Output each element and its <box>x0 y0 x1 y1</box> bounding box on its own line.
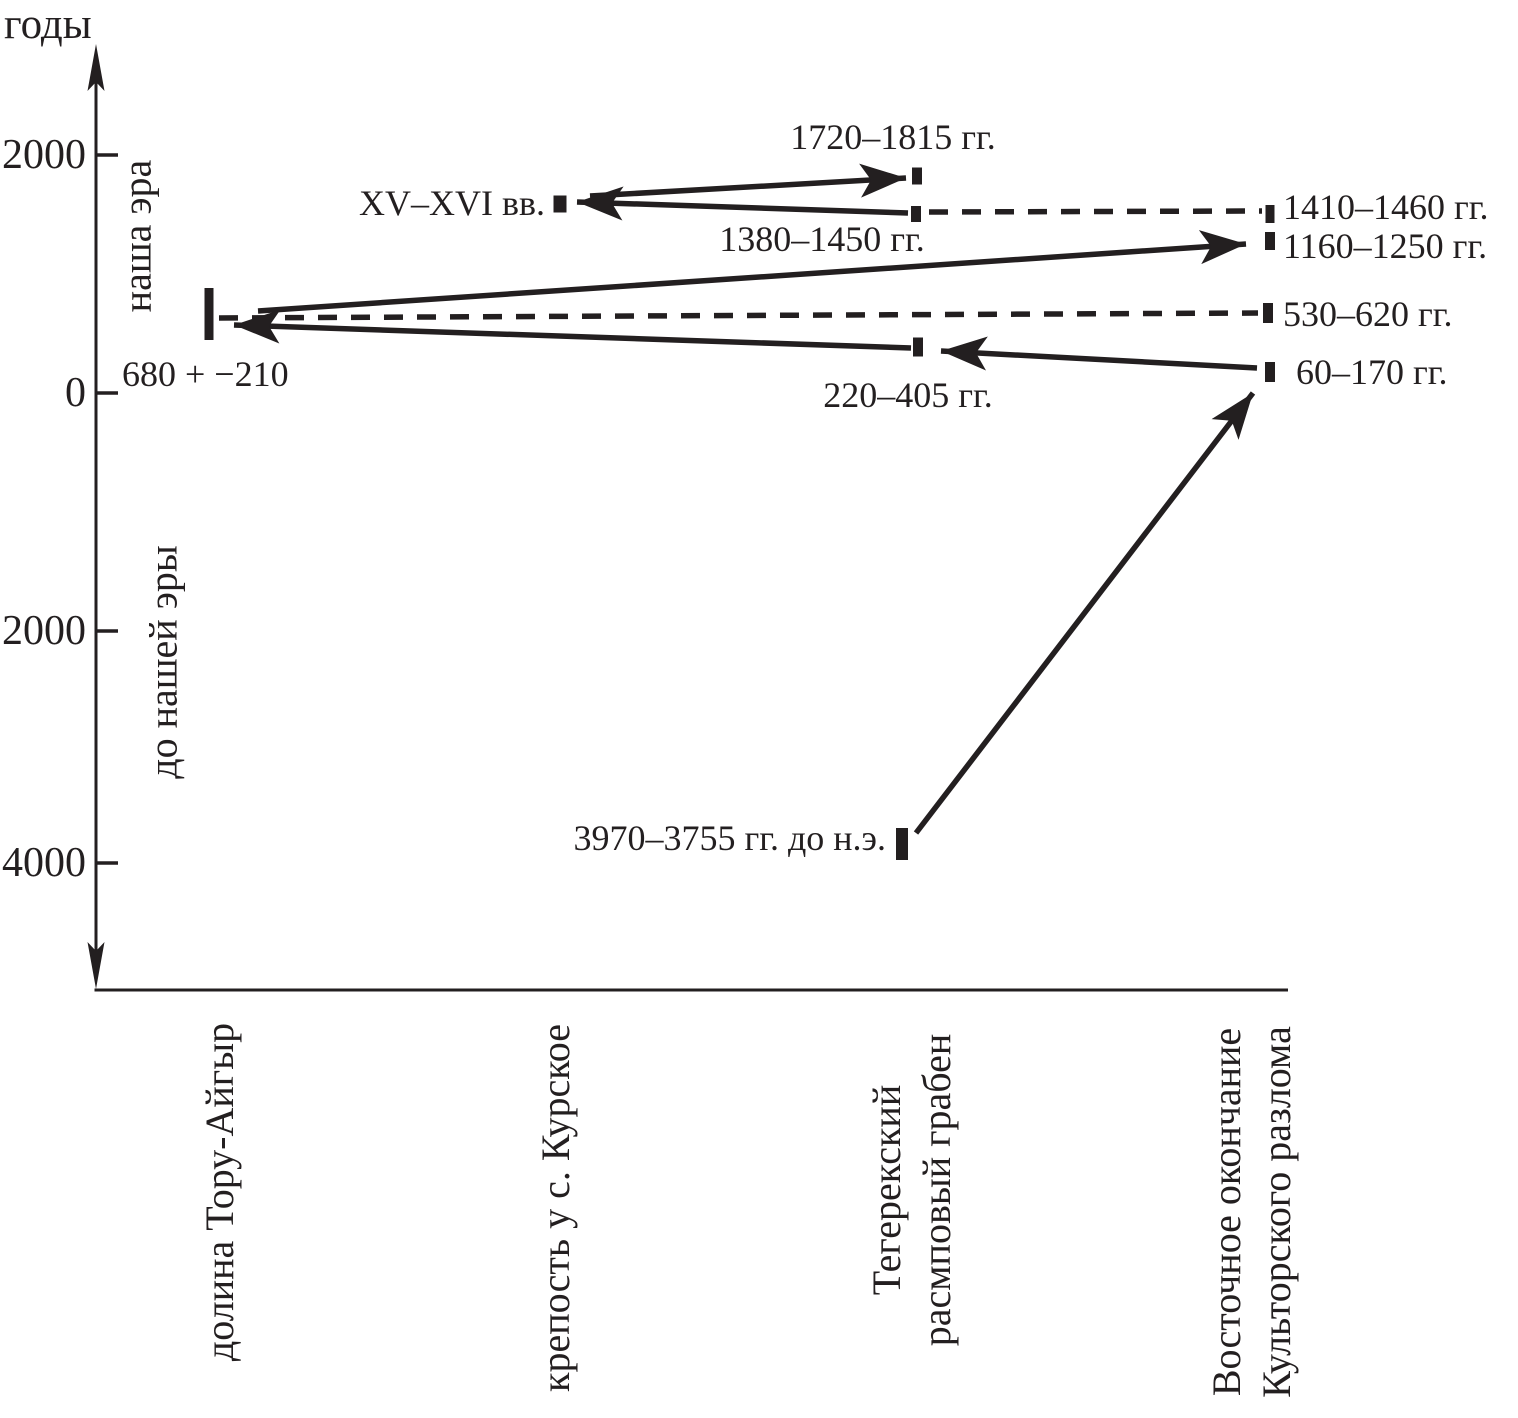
event-label: 1380–1450 гг. <box>719 219 924 259</box>
axis-layer <box>87 44 1288 992</box>
correlation-arrow <box>576 186 909 221</box>
x-axis-site-label-line: Культорского разлома <box>1254 1026 1299 1398</box>
event-label: 60–170 гг. <box>1296 352 1447 392</box>
event-markers-layer <box>204 167 1275 860</box>
event-labels-layer: 680 + −210 XV–XVI вв. 1720–1815 гг. 1380–14… <box>122 117 1488 858</box>
event-marker <box>896 828 908 860</box>
x-axis-site-label-line: крепость у с. Курское <box>533 1024 578 1392</box>
y-axis-arrow-down-icon <box>87 942 105 989</box>
event-label: 1720–1815 гг. <box>790 117 995 157</box>
correlation-arrow <box>940 336 1258 371</box>
x-axis-site-label: долина Тору-Айгыр <box>195 1023 245 1361</box>
x-axis-site-label: Тегерекский расмповый грабен <box>862 1034 962 1347</box>
x-axis-site-label: Восточное окончание Культорского разлома <box>1202 1026 1302 1398</box>
x-axis-site-label-line: долина Тору-Айгыр <box>197 1022 242 1362</box>
x-axis-site-label-line: Восточное окончание <box>1204 1027 1249 1397</box>
y-axis-tick-label: 4000 <box>2 840 86 886</box>
event-label: 220–405 гг. <box>823 375 992 415</box>
correlation-arrow <box>589 163 907 199</box>
y-axis-title: годы <box>4 1 92 48</box>
correlation-arrow <box>233 309 912 351</box>
event-label: 1410–1460 гг. <box>1283 187 1488 227</box>
event-marker <box>1265 362 1275 382</box>
event-marker <box>1265 232 1275 250</box>
event-marker <box>913 337 923 357</box>
y-axis-tick-label: 2000 <box>2 132 86 178</box>
correlation-dashed-line <box>218 310 1259 321</box>
event-marker <box>204 288 214 340</box>
correlation-dashed-line <box>928 208 1263 215</box>
y-axis-tick-label: 0 <box>65 370 86 416</box>
x-axis-site-label: крепость у с. Курское <box>531 1024 581 1392</box>
x-axis-site-label-line: Тегерекский <box>864 1084 909 1296</box>
correlation-links-layer <box>218 163 1263 835</box>
x-axis-site-label-line: расмповый грабен <box>914 1033 959 1347</box>
event-label: 3970–3755 гг. до н.э. <box>573 818 886 858</box>
event-marker <box>912 167 922 185</box>
event-marker <box>1265 205 1275 223</box>
correlation-arrow <box>257 230 1247 314</box>
y-axis-arrow-up-icon <box>87 44 105 91</box>
event-marker <box>553 195 567 213</box>
event-label: 1160–1250 гг. <box>1283 226 1487 266</box>
correlation-arrow <box>913 391 1256 835</box>
event-marker <box>1263 303 1273 323</box>
y-axis-tick-label: 2000 <box>2 608 86 654</box>
event-marker <box>911 206 921 222</box>
event-label: 530–620 гг. <box>1283 294 1452 334</box>
event-label: 680 + −210 <box>122 354 289 394</box>
event-label: XV–XVI вв. <box>359 183 545 223</box>
